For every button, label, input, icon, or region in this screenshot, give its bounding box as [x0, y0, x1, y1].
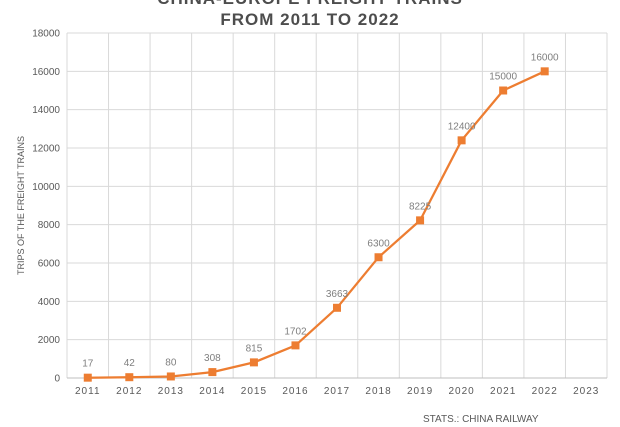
x-tick-label: 2023 — [573, 386, 599, 397]
data-point-marker — [125, 373, 134, 382]
data-label: 6300 — [367, 238, 390, 249]
data-point-marker — [540, 67, 549, 76]
data-label: 42 — [124, 358, 136, 369]
data-point-marker — [208, 368, 217, 377]
data-point-marker — [499, 86, 508, 95]
data-label: 17 — [82, 359, 94, 370]
y-tick-label: 0 — [54, 374, 60, 385]
data-labels: 17 42 80 308 815 1702 3663 6300 8225 12400 15000 16… — [82, 52, 559, 369]
x-tick-label: 2013 — [158, 386, 184, 397]
y-axis-label: TRIPS OF THE FREIGHT TRAINS — [16, 136, 26, 275]
y-tick-label: 6000 — [38, 259, 61, 270]
x-tick-label: 2019 — [407, 386, 433, 397]
data-point-marker — [291, 341, 300, 350]
y-tick-label: 4000 — [38, 297, 61, 308]
y-tick-label: 18000 — [32, 29, 60, 40]
data-label: 15000 — [489, 72, 517, 83]
chart-title-line-2: FROM 2011 TO 2022 — [220, 10, 400, 29]
x-tick-label: 2016 — [282, 386, 308, 397]
x-tick-label: 2022 — [532, 386, 558, 397]
data-label: 80 — [165, 357, 177, 368]
x-tick-labels: 2011 2012 2013 2014 2015 2016 2017 2018 2019 2020… — [75, 386, 599, 397]
x-tick-label: 2014 — [199, 386, 225, 397]
data-label: 16000 — [531, 52, 559, 63]
y-tick-label: 12000 — [32, 144, 60, 155]
data-point-marker — [457, 136, 466, 145]
y-tick-label: 10000 — [32, 182, 60, 193]
y-tick-label: 2000 — [38, 335, 61, 346]
data-label: 8225 — [409, 201, 432, 212]
data-point-marker — [416, 216, 425, 225]
data-label: 1702 — [284, 326, 307, 337]
series-line — [87, 70, 546, 379]
x-tick-label: 2020 — [448, 386, 474, 397]
x-tick-label: 2021 — [490, 386, 516, 397]
data-label: 12400 — [448, 121, 476, 132]
x-tick-label: 2015 — [241, 386, 267, 397]
data-label: 815 — [246, 343, 263, 354]
y-tick-label: 14000 — [32, 105, 60, 116]
gridlines — [66, 32, 608, 378]
data-point-marker — [374, 253, 383, 262]
x-tick-label: 2017 — [324, 386, 350, 397]
y-tick-label: 8000 — [38, 220, 61, 231]
data-point-marker — [249, 358, 258, 367]
data-point-marker — [166, 372, 175, 381]
data-markers — [83, 67, 549, 382]
x-tick-label: 2018 — [365, 386, 391, 397]
data-point-marker — [333, 303, 341, 312]
data-label: 308 — [204, 353, 221, 364]
x-tick-label: 2012 — [116, 386, 142, 397]
data-point-marker — [83, 373, 92, 382]
y-tick-labels: 0 2000 4000 6000 8000 10000 12000 14000 16000 180… — [32, 29, 60, 385]
data-label: 3663 — [326, 289, 349, 300]
y-tick-label: 16000 — [32, 67, 60, 78]
source-note: STATS.: CHINA RAILWAY — [423, 414, 539, 425]
x-tick-label: 2011 — [75, 386, 101, 397]
chart-title-line-1: CHINA-EUROPE FREIGHT TRAINS — [0, 0, 620, 9]
